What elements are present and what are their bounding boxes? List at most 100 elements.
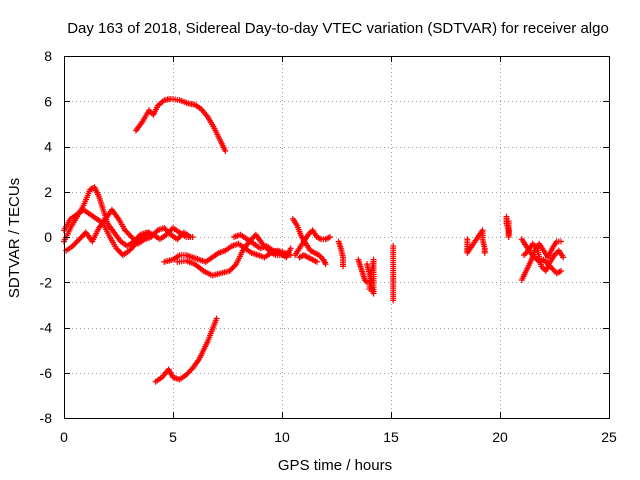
data-point [114, 246, 121, 253]
data-point [481, 249, 488, 256]
data-point [134, 239, 141, 246]
data-point [149, 232, 156, 239]
data-point [366, 286, 373, 293]
data-point [136, 236, 143, 243]
data-point [187, 234, 194, 240]
data-point [122, 227, 129, 234]
data-point [176, 233, 183, 240]
data-point [115, 248, 122, 255]
chart-title: Day 163 of 2018, Sidereal Day-to-day VTE… [67, 20, 609, 37]
y-tick-label: 4 [44, 139, 52, 155]
data-point [326, 234, 333, 240]
data-point [183, 372, 190, 379]
y-tick-labels: -8 -6 -4 -2 0 2 4 6 8 [40, 48, 53, 426]
data-point [129, 244, 136, 251]
data-point [129, 235, 136, 242]
series-mid-c [231, 231, 294, 261]
series-c21-c [520, 240, 567, 274]
x-tick-label: 15 [383, 429, 399, 445]
data-point [113, 245, 120, 252]
data-point [76, 236, 83, 243]
data-point [340, 263, 347, 270]
data-point [184, 370, 191, 377]
data-point [287, 245, 294, 252]
series-isolated-15 [390, 243, 397, 304]
data-point [123, 228, 130, 235]
series-arc-top [132, 95, 229, 155]
data-point [73, 238, 80, 245]
data-point [165, 229, 172, 236]
data-point [178, 232, 185, 239]
data-point [174, 236, 181, 243]
data-point [505, 218, 512, 225]
y-tick-label: 0 [44, 229, 52, 245]
data-point [390, 297, 397, 304]
data-point [148, 234, 155, 240]
data-point [135, 238, 142, 245]
data-point [229, 265, 236, 272]
y-tick-label: 6 [44, 93, 52, 109]
data-point [132, 240, 139, 247]
data-point [162, 226, 169, 233]
data-point [222, 148, 229, 155]
data-point [71, 241, 78, 248]
data-point [69, 243, 76, 250]
y-tick-label: 8 [44, 48, 52, 64]
data-point [77, 234, 84, 241]
y-tick-label: 2 [44, 184, 52, 200]
data-point [130, 243, 137, 250]
data-point [131, 236, 138, 243]
series-c20 [503, 213, 512, 240]
data-point [558, 267, 565, 274]
x-tick-label: 5 [169, 429, 177, 445]
data-point [127, 232, 134, 239]
data-point [150, 231, 157, 238]
series-arc-bottom [152, 315, 220, 385]
data-points [61, 95, 567, 385]
data-point [146, 229, 153, 236]
series-c13-b [364, 256, 377, 297]
data-point [227, 266, 234, 273]
series-c10-b [292, 227, 333, 259]
data-point [117, 249, 124, 256]
y-tick-label: -4 [40, 320, 53, 336]
y-tick-label: -2 [40, 274, 53, 290]
data-point [126, 247, 133, 254]
data-point [313, 258, 320, 265]
x-tick-label: 0 [60, 429, 68, 445]
data-point [558, 238, 565, 245]
data-point [74, 237, 81, 244]
data-point [560, 254, 567, 261]
data-point [226, 267, 233, 274]
data-point [125, 231, 132, 238]
data-point [163, 227, 170, 234]
data-point [128, 234, 135, 240]
data-point [213, 315, 220, 322]
series-c18 [464, 227, 488, 256]
x-tick-label: 10 [274, 429, 290, 445]
data-point [152, 229, 159, 236]
series-c10-a [289, 215, 329, 268]
data-point [72, 240, 79, 247]
x-tick-label: 25 [601, 429, 617, 445]
grid [64, 56, 609, 418]
axis-ticks [64, 56, 610, 419]
x-tick-label: 20 [492, 429, 508, 445]
series-c12 [335, 238, 347, 270]
data-point [127, 246, 134, 253]
data-point [124, 229, 131, 236]
series-c13-a [355, 256, 371, 286]
data-point [187, 367, 194, 374]
data-point [161, 224, 168, 231]
series-c10-c [296, 252, 320, 265]
y-axis-label: SDTVAR / TECUs [6, 178, 23, 298]
data-point [185, 369, 192, 376]
x-axis-label: GPS time / hours [278, 457, 392, 474]
series-c21-b [518, 238, 565, 283]
data-point [131, 242, 138, 249]
data-point [322, 261, 329, 268]
data-point [231, 262, 238, 269]
x-tick-labels: 0 5 10 15 20 25 [60, 429, 617, 445]
y-tick-label: -8 [40, 410, 53, 426]
